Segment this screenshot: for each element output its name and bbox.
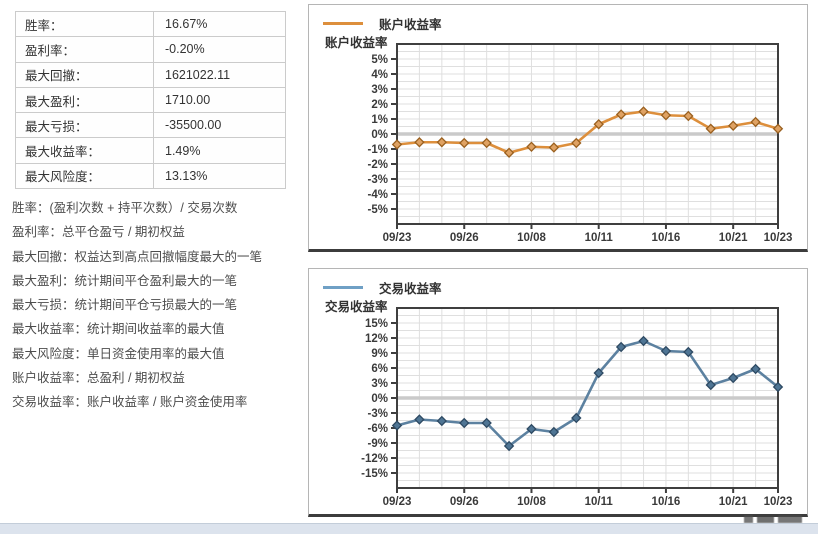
svg-text:4%: 4% xyxy=(371,69,388,81)
data-point-markers xyxy=(391,106,784,158)
definition-line: 盈利率：总平仓盈亏 / 期初权益 xyxy=(12,225,185,240)
watermark xyxy=(744,515,802,523)
svg-text:10/16: 10/16 xyxy=(652,232,681,244)
stat-value: 1710.00 xyxy=(153,86,286,114)
legend-line-swatch xyxy=(323,22,363,25)
svg-text:09/23: 09/23 xyxy=(383,496,412,508)
svg-text:-15%: -15% xyxy=(361,468,388,480)
definition-line: 最大盈利：统计期间平仓盈利最大的一笔 xyxy=(12,273,238,288)
stat-label: 最大收益率： xyxy=(15,137,154,164)
svg-text:0%: 0% xyxy=(371,393,388,405)
table-row: 最大亏损： -35500.00 xyxy=(15,112,286,139)
table-row: 最大风险度： 13.13% xyxy=(15,162,286,190)
svg-text:10/23: 10/23 xyxy=(764,496,793,508)
legend-label: 交易收益率 xyxy=(379,282,442,296)
svg-text:9%: 9% xyxy=(371,348,388,360)
table-row: 胜率： 16.67% xyxy=(15,10,286,38)
stat-value: 1.49% xyxy=(153,137,286,164)
stat-label: 最大回撤： xyxy=(15,61,154,88)
svg-text:1%: 1% xyxy=(371,114,388,126)
svg-text:10/23: 10/23 xyxy=(764,232,793,244)
series-line xyxy=(395,339,780,448)
definition-line: 交易收益率：账户收益率 / 账户资金使用率 xyxy=(12,395,248,410)
legend-label: 账户收益率 xyxy=(379,18,442,32)
legend-line-swatch xyxy=(323,286,363,289)
stats-table: 胜率： 16.67% 盈利率： -0.20% 最大回撤： 1621022.11 最大盈利： 1… xyxy=(15,10,286,190)
stat-label: 最大亏损： xyxy=(15,112,154,139)
definition-line: 最大亏损：统计期间平仓亏损最大的一笔 xyxy=(12,298,238,313)
footer-bar xyxy=(0,523,818,534)
x-axis-ticks: 09/23 09/26 10/08 10/11 10/16 10/21 10/23 xyxy=(383,488,793,508)
stat-value: 1621022.11 xyxy=(153,61,286,88)
svg-text:-2%: -2% xyxy=(368,159,388,171)
series-line xyxy=(395,110,780,155)
svg-text:10/08: 10/08 xyxy=(517,496,546,508)
stat-label: 最大风险度： xyxy=(15,162,154,190)
stat-value: -35500.00 xyxy=(153,112,286,139)
svg-text:12%: 12% xyxy=(365,333,388,345)
svg-text:3%: 3% xyxy=(371,378,388,390)
account-return-legend: 账户收益率 xyxy=(323,14,442,33)
svg-text:-5%: -5% xyxy=(368,204,388,216)
stat-value: 13.13% xyxy=(153,162,286,190)
stats-table-body: 胜率： 16.67% 盈利率： -0.20% 最大回撤： 1621022.11 最大盈利： 1… xyxy=(15,10,286,190)
table-row: 最大收益率： 1.49% xyxy=(15,137,286,164)
svg-text:6%: 6% xyxy=(371,363,388,375)
trade-return-legend: 交易收益率 xyxy=(323,278,442,297)
svg-text:2%: 2% xyxy=(371,99,388,111)
svg-text:09/26: 09/26 xyxy=(450,496,479,508)
svg-text:-3%: -3% xyxy=(368,174,388,186)
svg-text:-1%: -1% xyxy=(368,144,388,156)
stat-label: 最大盈利： xyxy=(15,86,154,114)
svg-text:10/16: 10/16 xyxy=(652,496,681,508)
svg-text:15%: 15% xyxy=(365,318,388,330)
x-axis-ticks: 09/23 09/26 10/08 10/11 10/16 10/21 10/23 xyxy=(383,224,793,244)
svg-text:-4%: -4% xyxy=(368,189,388,201)
y-axis-ticks: 5% 4% 3% 2% 1% 0% -1% -2% -3% -4% -5% xyxy=(368,54,397,216)
stat-label: 盈利率： xyxy=(15,36,154,63)
definition-line: 胜率：(盈利次数 + 持平次数）/ 交易次数 xyxy=(12,201,238,215)
account-return-chart: 5% 4% 3% 2% 1% 0% -1% -2% -3% -4% -5% 09/23 09/26 10/… xyxy=(368,43,793,244)
svg-text:10/21: 10/21 xyxy=(719,496,748,508)
svg-text:3%: 3% xyxy=(371,84,388,96)
y-axis-title: 账户收益率 xyxy=(325,36,388,50)
svg-text:10/11: 10/11 xyxy=(585,232,614,244)
y-axis-title: 交易收益率 xyxy=(325,300,388,314)
svg-text:-9%: -9% xyxy=(368,438,388,450)
svg-text:10/08: 10/08 xyxy=(517,232,546,244)
y-axis-ticks: 15% 12% 9% 6% 3% 0% -3% -6% -9% -12% -15% xyxy=(361,318,397,480)
trade-return-chart: 15%12%9%6%3%0%-3%-6%-9%-12%-15%09/23 09/2… xyxy=(361,307,793,508)
svg-text:5%: 5% xyxy=(371,54,388,66)
svg-text:10/11: 10/11 xyxy=(585,496,614,508)
svg-text:09/26: 09/26 xyxy=(450,232,479,244)
svg-text:-3%: -3% xyxy=(368,408,388,420)
account-return-panel: 账户收益率 账户收益率 5% 4% 3% 2% 1% 0% -1% -2% -3% -4% -5% 0… xyxy=(308,4,808,252)
definition-line: 最大收益率：统计期间收益率的最大值 xyxy=(12,322,225,337)
horizontal-gridlines xyxy=(397,315,778,481)
svg-text:-6%: -6% xyxy=(368,423,388,435)
table-row: 盈利率： -0.20% xyxy=(15,36,286,63)
stat-value: -0.20% xyxy=(153,36,286,63)
svg-text:09/23: 09/23 xyxy=(383,232,412,244)
definition-line: 最大回撤：权益达到高点回撤幅度最大的一笔 xyxy=(12,249,263,264)
table-row: 最大盈利： 1710.00 xyxy=(15,86,286,114)
svg-text:-12%: -12% xyxy=(361,453,388,465)
metric-definitions: 胜率：(盈利次数 + 持平次数）/ 交易次数 盈利率：总平仓盈亏 / 期初权益最大… xyxy=(12,196,308,415)
svg-text:0%: 0% xyxy=(371,129,388,141)
svg-text:10/21: 10/21 xyxy=(719,232,748,244)
definition-line: 最大风险度：单日资金使用率的最大值 xyxy=(12,346,225,361)
table-row: 最大回撤： 1621022.11 xyxy=(15,61,286,88)
data-point-markers xyxy=(391,335,784,452)
stat-value: 16.67% xyxy=(153,10,286,38)
definition-line: 账户收益率：总盈利 / 期初权益 xyxy=(12,371,185,386)
stat-label: 胜率： xyxy=(15,10,154,38)
trade-return-panel: 交易收益率 交易收益率 15% 12% 9% 6% 3% 0% -3% -6% -9% -12% -… xyxy=(308,268,808,517)
